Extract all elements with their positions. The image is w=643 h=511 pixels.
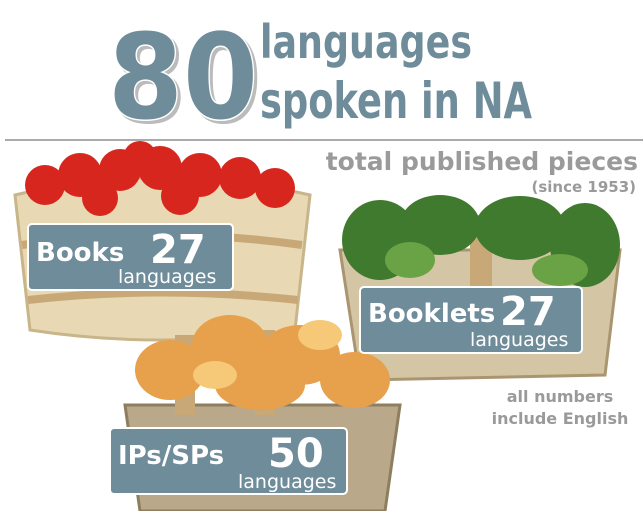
- card-unit: languages: [470, 329, 568, 351]
- card-count: 27: [500, 289, 556, 335]
- card: IPs/SPs 50 languages: [109, 427, 348, 495]
- header-line: languages: [260, 15, 472, 69]
- card-unit: languages: [238, 471, 336, 493]
- note: include English: [492, 409, 629, 428]
- card-label: Books: [36, 238, 124, 268]
- card: Books 27 languages: [27, 223, 234, 291]
- card-count: 50: [268, 431, 324, 477]
- note: all numbers: [507, 387, 614, 406]
- card-unit: languages: [118, 266, 216, 288]
- card-count: 27: [150, 227, 206, 273]
- card-label: IPs/SPs: [118, 441, 224, 471]
- header-line: spoken in NA: [260, 72, 532, 130]
- subtitle: total published pieces: [326, 147, 638, 176]
- card: Booklets 27 languages: [359, 286, 583, 354]
- card-label: Booklets: [368, 299, 495, 329]
- big-number: 80: [108, 8, 258, 146]
- since: (since 1953): [532, 178, 637, 196]
